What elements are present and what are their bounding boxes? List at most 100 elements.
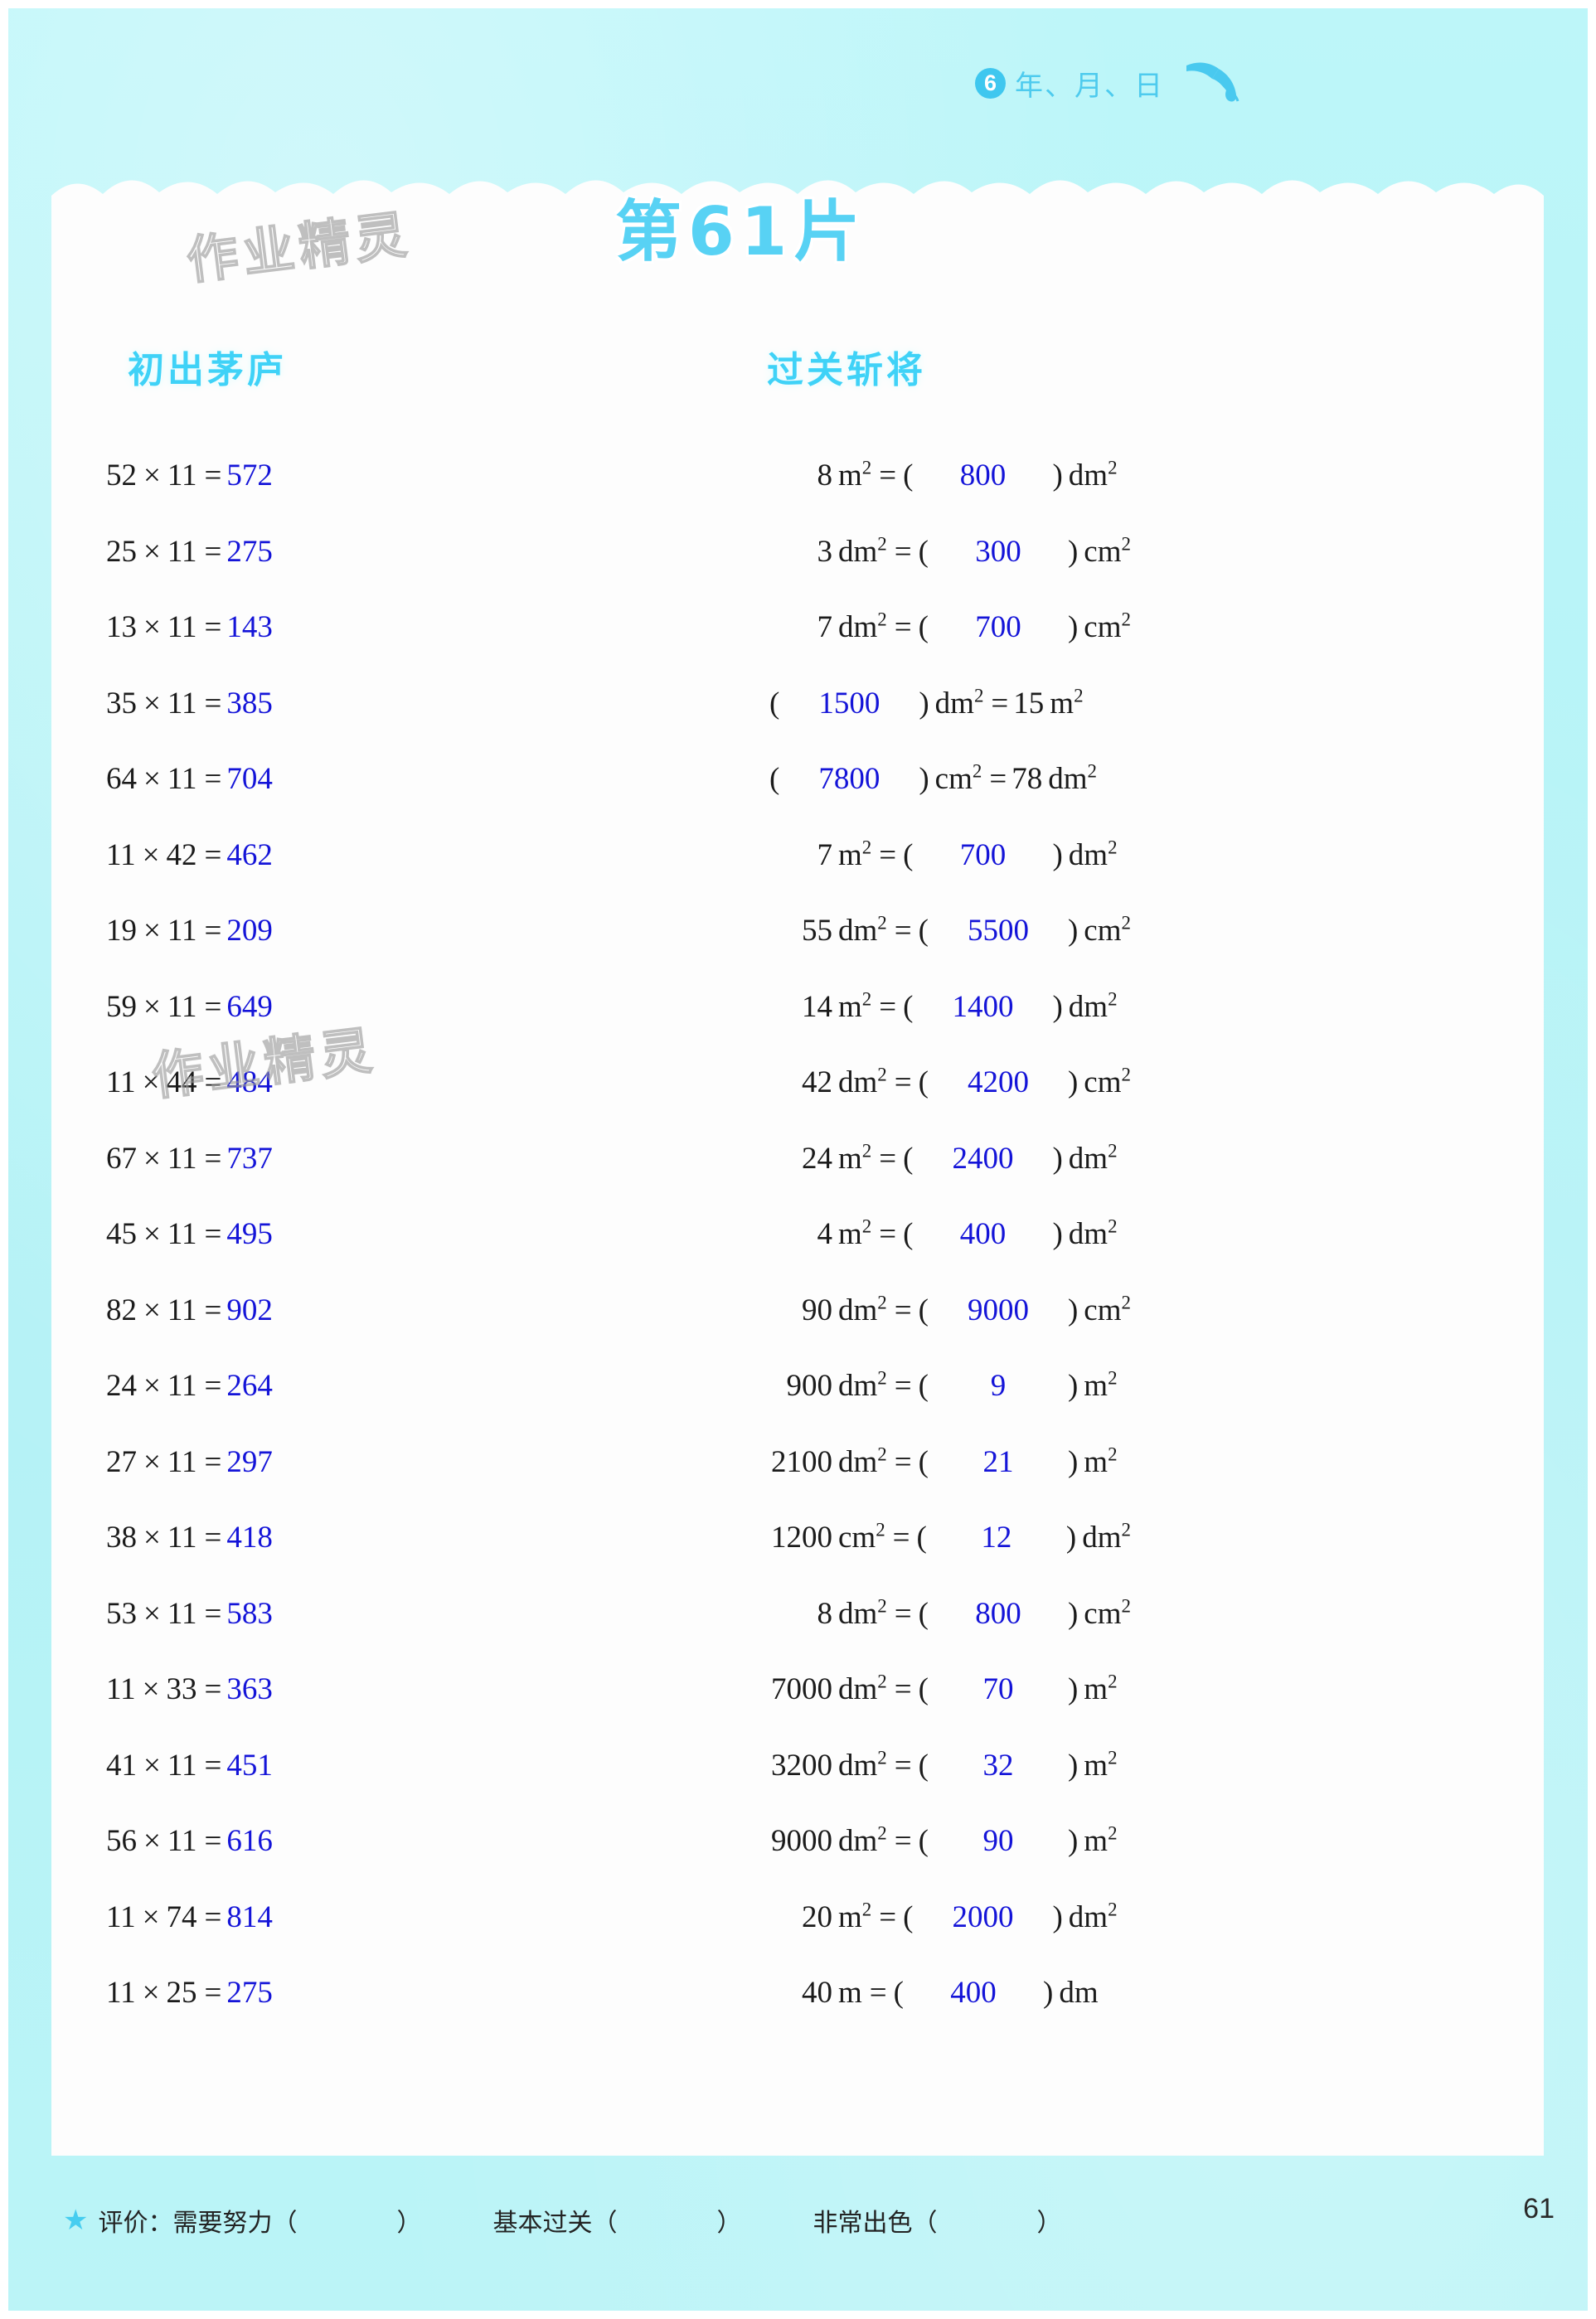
paren-close: ) [1067, 914, 1079, 948]
evaluation-option-3: 非常出色（ [813, 2209, 938, 2238]
exponent: 2 [877, 1595, 887, 1617]
answer-value[interactable]: 462 [226, 837, 273, 872]
exponent: 2 [861, 837, 872, 858]
answer-value[interactable]: 583 [226, 1596, 273, 1631]
unit-conversion-problem: 20 m2 =(2000) dm2 [746, 1880, 1409, 1956]
equals-sign: = [204, 1141, 222, 1176]
answer-blank[interactable]: 9000 [967, 1293, 1029, 1327]
unit-conversion-problem: 7 dm2 =(700) cm2 [746, 589, 1409, 666]
answer-blank[interactable]: 5500 [967, 914, 1029, 948]
multiply-icon: × [142, 1976, 160, 2010]
equals-sign: = [204, 762, 222, 796]
paren-open: ( [769, 686, 780, 720]
answer-blank[interactable]: 2000 [952, 1899, 1014, 1934]
paren-open: ( [903, 989, 914, 1024]
paren-close: ) [1052, 837, 1063, 872]
unit-label: cm2 [934, 760, 982, 796]
operand-b: 11 [167, 1824, 197, 1858]
exponent: 2 [1108, 1899, 1118, 1920]
unit-conversion-problem: 14 m2 =(1400) dm2 [746, 969, 1409, 1045]
operand-b: 11 [167, 1444, 197, 1479]
answer-blank[interactable]: 300 [975, 534, 1021, 569]
answer-blank[interactable]: 800 [959, 458, 1007, 492]
paren-open: ( [918, 1293, 929, 1327]
answer-blank[interactable]: 2400 [952, 1141, 1014, 1176]
unit-conversion-problem: 1200 cm2 =(12) dm2 [746, 1500, 1409, 1576]
evaluation-option-2: 基本过关（ [492, 2209, 618, 2238]
answer-blank[interactable]: 1500 [818, 686, 880, 720]
operand-a: 11 [106, 1976, 136, 2010]
answer-value[interactable]: 275 [226, 1976, 273, 2010]
equals-sign: = [204, 686, 222, 720]
answer-value[interactable]: 143 [226, 610, 273, 644]
paren-close: ) [1067, 1369, 1079, 1403]
lead-unit-label: dm2 [838, 912, 887, 948]
answer-blank[interactable]: 90 [982, 1824, 1014, 1858]
paren-open: ( [918, 1748, 929, 1783]
answer-value[interactable]: 209 [226, 914, 273, 948]
exponent: 2 [1108, 1747, 1118, 1768]
answer-value[interactable]: 418 [226, 1521, 273, 1555]
answer-value[interactable]: 495 [226, 1217, 273, 1251]
answer-blank[interactable]: 7800 [818, 762, 880, 796]
unit-label: dm2 [1068, 837, 1118, 872]
answer-value[interactable]: 902 [226, 1293, 273, 1327]
operand-a: 45 [106, 1217, 137, 1251]
tail-value: 78 [1011, 762, 1043, 796]
paren-open: ( [918, 534, 929, 569]
answer-blank[interactable]: 700 [975, 610, 1021, 644]
answer-value[interactable]: 275 [226, 534, 273, 569]
answer-value[interactable]: 297 [226, 1444, 273, 1479]
answer-blank[interactable]: 32 [982, 1748, 1014, 1783]
answer-blank[interactable]: 400 [950, 1976, 997, 2010]
operand-a: 11 [106, 1065, 136, 1099]
equals-sign: = [894, 1748, 912, 1783]
answer-value[interactable]: 737 [226, 1141, 273, 1176]
answer-value[interactable]: 572 [226, 458, 273, 492]
page-title: 第61片 [615, 193, 867, 270]
answer-blank[interactable]: 700 [959, 837, 1007, 872]
lead-value: 3200 [771, 1748, 832, 1783]
paren-close: ) [1052, 989, 1063, 1024]
answer-value[interactable]: 704 [226, 762, 273, 796]
answer-blank[interactable]: 400 [959, 1217, 1007, 1251]
operand-a: 82 [106, 1293, 137, 1327]
equals-sign: = [892, 1521, 910, 1555]
answer-value[interactable]: 814 [226, 1899, 273, 1934]
answer-blank[interactable]: 12 [981, 1521, 1012, 1555]
tail-value: 15 [1013, 686, 1045, 720]
answer-blank[interactable]: 800 [975, 1596, 1021, 1631]
paren-close: ) [1052, 1141, 1063, 1176]
answer-blank[interactable]: 21 [982, 1444, 1014, 1479]
paren-open: ( [918, 1065, 929, 1099]
answer-blank[interactable]: 4200 [967, 1065, 1029, 1099]
multiply-icon: × [143, 1748, 161, 1783]
answer-value[interactable]: 264 [226, 1369, 273, 1403]
evaluation-close-2: ） [716, 2209, 742, 2238]
answer-value[interactable]: 385 [226, 686, 273, 720]
unit-label: dm2 [1068, 988, 1118, 1024]
operand-b: 11 [167, 686, 197, 720]
unit-label: cm2 [1084, 609, 1131, 644]
exponent: 2 [877, 912, 887, 934]
lead-unit-label: dm2 [838, 609, 887, 644]
unit-label: dm2 [1068, 1899, 1118, 1934]
answer-blank[interactable]: 1400 [952, 989, 1014, 1024]
answer-value[interactable]: 363 [226, 1672, 273, 1706]
unit-label: dm [1059, 1976, 1099, 2010]
answer-blank[interactable]: 9 [990, 1369, 1007, 1403]
multiply-icon: × [143, 534, 161, 569]
operand-a: 19 [106, 914, 137, 948]
unit-conversion-problem: 900 dm2 =(9) m2 [746, 1348, 1409, 1424]
date-label: 年、月、日 [1015, 69, 1164, 103]
equals-sign: = [991, 686, 1009, 720]
answer-value[interactable]: 484 [226, 1065, 273, 1099]
lead-value: 20 [802, 1899, 832, 1934]
answer-value[interactable]: 649 [226, 989, 273, 1024]
answer-value[interactable]: 616 [226, 1824, 273, 1858]
unit-conversion-problem: (1500) dm2 = 15 m2 [746, 666, 1409, 742]
answer-value[interactable]: 451 [226, 1748, 273, 1783]
evaluation-footer: ★ 评价：需要努力（） 基本过关（） 非常出色（） [63, 2195, 1472, 2245]
answer-blank[interactable]: 70 [982, 1672, 1014, 1706]
equals-sign: = [204, 1521, 222, 1555]
